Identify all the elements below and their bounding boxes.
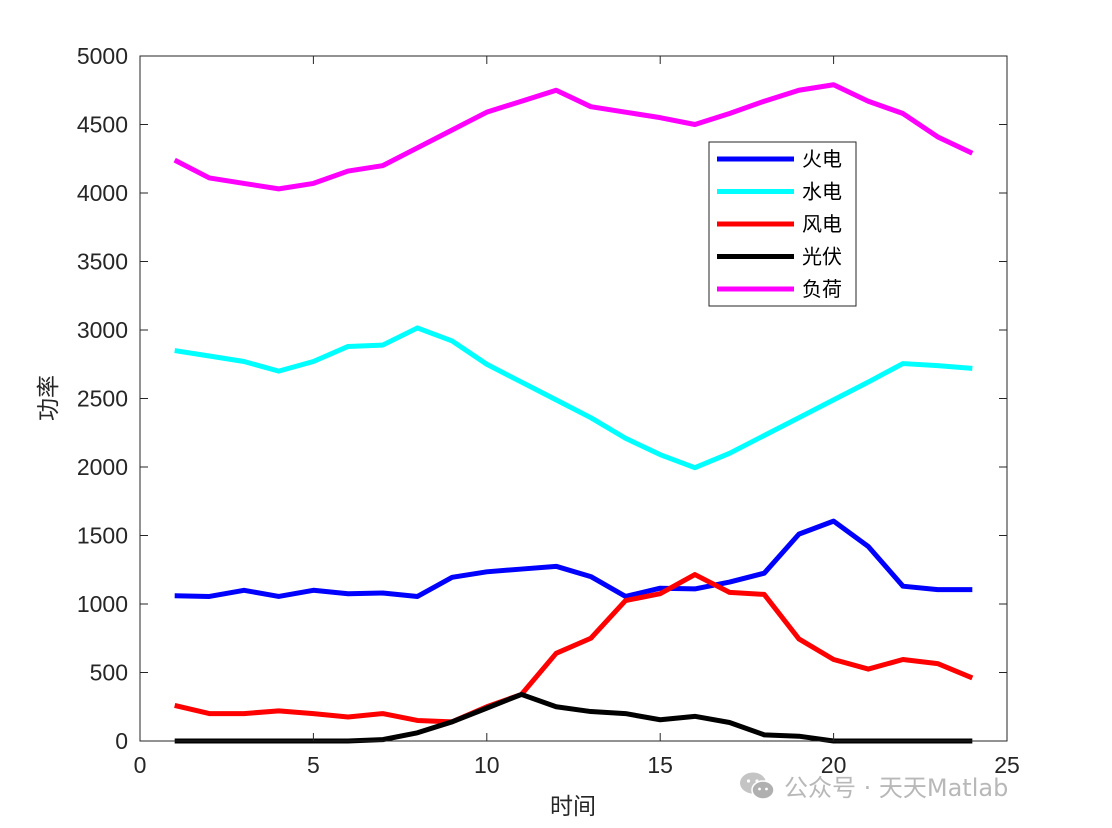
y-axis-label: 功率 bbox=[36, 375, 62, 421]
y-tick-label: 2500 bbox=[77, 386, 128, 412]
y-tick-label: 500 bbox=[90, 660, 128, 686]
y-tick-label: 0 bbox=[115, 728, 128, 754]
y-tick-label: 1500 bbox=[77, 523, 128, 549]
x-axis-label: 时间 bbox=[550, 794, 596, 820]
y-tick-label: 4500 bbox=[77, 112, 128, 138]
plot-area bbox=[140, 56, 1007, 741]
x-tick-label: 10 bbox=[474, 752, 500, 778]
series-line-1 bbox=[174, 325, 973, 471]
legend-label-0: 火电 bbox=[802, 147, 842, 171]
series-line-4 bbox=[173, 82, 974, 192]
x-tick-label: 25 bbox=[994, 752, 1020, 778]
series-line-0 bbox=[174, 518, 973, 599]
y-tick-label: 1000 bbox=[77, 591, 128, 617]
x-tick-label: 5 bbox=[307, 752, 320, 778]
x-tick-label: 20 bbox=[821, 752, 847, 778]
legend-label-1: 水电 bbox=[802, 180, 842, 204]
y-tick-label: 4000 bbox=[77, 180, 128, 206]
legend-label-2: 风电 bbox=[802, 212, 842, 236]
y-tick-label: 5000 bbox=[77, 43, 128, 69]
x-tick-label: 15 bbox=[647, 752, 673, 778]
ticks-layer: 0 5 10 15 20 25 0 500 1000 1500 2000 2500 3000 3500 40… bbox=[77, 43, 1020, 778]
x-tick-label: 0 bbox=[134, 752, 147, 778]
y-tick-label: 3500 bbox=[77, 249, 128, 275]
legend-label-4: 负荷 bbox=[802, 277, 842, 301]
wechat-icon bbox=[740, 772, 775, 800]
legend-label-3: 光伏 bbox=[802, 245, 842, 269]
watermark-text: 公众号 · 天天Matlab bbox=[784, 774, 1009, 802]
y-tick-label: 3000 bbox=[77, 317, 128, 343]
series-line-2 bbox=[174, 572, 974, 725]
watermark: 公众号 · 天天Matlab bbox=[738, 768, 1008, 803]
y-tick-label: 2000 bbox=[77, 454, 128, 480]
